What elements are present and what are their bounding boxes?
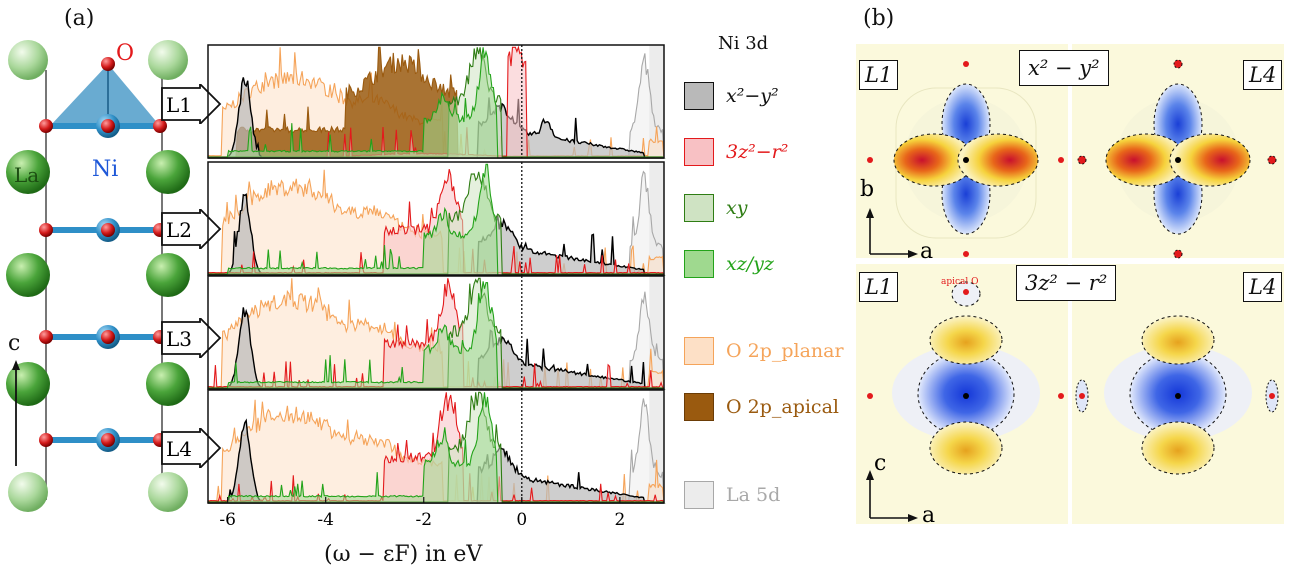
dos-panel-l2 [207,161,666,276]
map-3z2r2-l1: apical O [867,277,1064,475]
dos-panel-l1 [207,44,666,159]
dos-panel-l3 [207,275,666,390]
legend-label: xz/yz [726,253,774,275]
pyramid [50,64,160,126]
nio2-plane-1 [39,114,167,138]
legend-swatch [684,250,714,278]
svg-text:L4: L4 [166,437,192,461]
legend-swatch [684,194,714,222]
legend-item-xzyz: xz/yz [684,250,774,278]
x-tick-label: -6 [219,510,236,530]
x-tick-label: 2 [614,510,625,530]
x-tick-label: -4 [317,510,334,530]
map-label-l4-bottom: L4 [1243,272,1283,302]
svg-text:a: a [922,503,935,524]
layer-arrow-l2: L2 [161,209,222,249]
map-3z2r2-l4 [1075,315,1279,475]
legend-item-o2p-planar: O 2p_planar [684,337,844,365]
svg-text:L2: L2 [166,218,192,242]
axes-bottom: c a [866,451,935,524]
map-label-l1-bottom: L1 [859,272,899,302]
axes-top: b a [860,177,933,264]
map-x2y2-l4 [1077,59,1277,259]
atom-la-label: La [14,163,39,187]
la-atom [8,40,48,80]
svg-text:b: b [860,177,874,202]
legend-item-x2y2: x²−y² [684,82,779,110]
legend-swatch [684,481,714,509]
x-tick-label: 0 [516,510,527,530]
dos-frame [207,389,665,504]
map-label-l4-top: L4 [1243,60,1283,90]
legend-label: O 2p_planar [726,340,844,362]
layer-arrow-l4: L4 [161,428,222,468]
legend-label: La 5d [726,484,781,506]
apical-o-atom [101,57,115,71]
layer-arrow-l1: L1 [161,84,222,124]
legend-item-o2p-apical: O 2p_apical [684,393,839,421]
legend-swatch [684,82,714,110]
svg-text:L1: L1 [166,93,192,117]
map-x2y2-l1 [867,61,1064,257]
dos-chart: -6 -4 -2 0 2 [207,44,666,530]
legend-item-3z2r2: 3z²−r² [684,138,788,166]
legend-swatch [684,393,714,421]
legend-label: O 2p_apical [726,396,839,418]
legend-label: x²−y² [726,85,779,107]
dos-frame [207,161,665,276]
legend-item-xy: xy [684,194,747,222]
dos-frame [207,44,665,159]
map-label-l1-top: L1 [859,60,899,90]
nio2-plane-3 [39,325,167,349]
panel-b-label: (b) [863,6,895,31]
x-axis-label: (ω − εF) in eV [324,542,483,567]
legend-label: xy [726,197,748,219]
svg-text:a: a [920,239,933,264]
svg-text:c: c [874,451,886,476]
nio2-plane-2 [39,218,167,242]
legend-swatch [684,138,714,166]
legend-label: 3z²−r² [726,141,789,163]
panel-a-label: (a) [64,6,95,31]
apical-o-label: apical O [941,277,979,287]
legend-swatch [684,337,714,365]
c-axis-label: c [8,331,20,356]
map-label-x2y2: x² − y² [1019,50,1109,86]
legend-item-la5d: La 5d [684,481,780,509]
map-label-3z2r2: 3z² − r² [1016,265,1117,301]
atom-o-label: O [116,41,134,66]
layer-arrow-l3: L3 [161,318,222,358]
atom-ni-label: Ni [92,157,118,182]
dos-frame [207,275,665,390]
dos-panel-l4 [207,389,666,504]
svg-text:L3: L3 [166,327,192,351]
legend-title: Ni 3d [718,33,769,54]
crystal-structure: O Ni La c [6,40,190,512]
nio2-plane-4 [39,428,167,452]
x-tick-label: -2 [415,510,432,530]
